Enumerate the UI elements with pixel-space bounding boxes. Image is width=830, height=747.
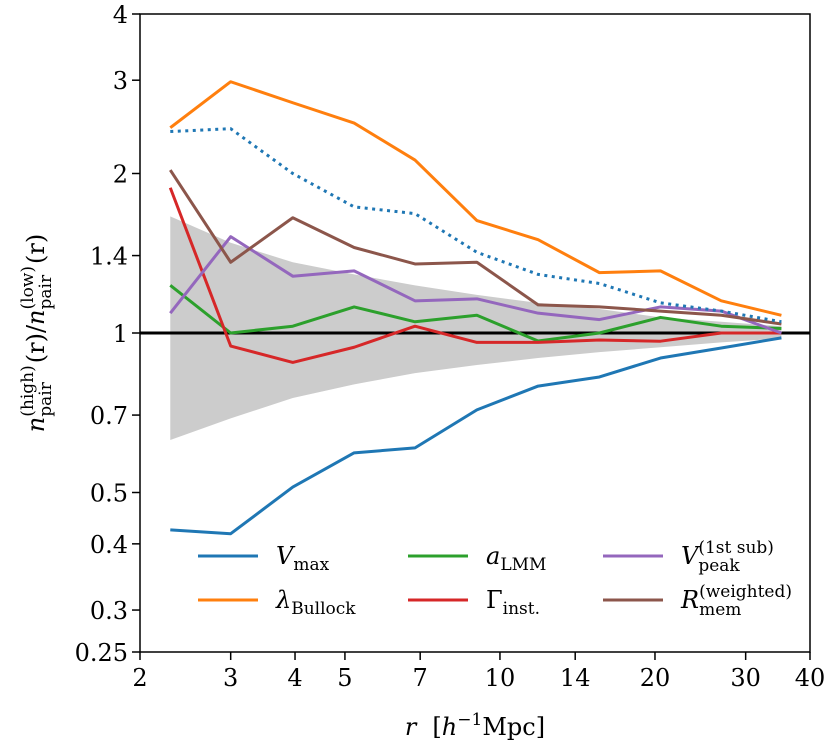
legend-entry: a LMM [486, 542, 546, 575]
y-tick-label: 0.3 [90, 597, 128, 625]
legend-label-part: Γ [486, 586, 503, 614]
x-label-part: h [442, 713, 457, 741]
y-tick-label: 0.25 [75, 639, 128, 667]
legend-label-sub: peak [698, 556, 740, 576]
legend-label-part: a [486, 542, 500, 570]
y-label-part: (r) [22, 234, 50, 264]
y-tick-label: 1 [113, 320, 128, 348]
legend-label-part: LMM [500, 555, 546, 575]
y-label-part: (r)/ [22, 324, 50, 363]
y-tick-label: 0.4 [90, 531, 128, 559]
y-axis-label: n(high)pair(r)/n(low)pair(r) [18, 234, 56, 432]
x-tick-label: 2 [132, 664, 147, 692]
x-label-part: r [405, 713, 418, 741]
legend-label-sub: mem [699, 600, 741, 620]
series-line [170, 336, 782, 536]
x-axis-label: r [h −1 Mpc] [405, 710, 545, 741]
x-label-part: [ [432, 713, 441, 741]
y-label-part: n [22, 417, 50, 432]
x-tick-label: 20 [640, 664, 671, 692]
y-tick-label: 4 [113, 1, 128, 29]
legend-label-part: max [293, 555, 329, 575]
legend-label-part: λ [275, 586, 291, 614]
legend-label-part: R [680, 586, 699, 614]
legend-label-part: V [681, 542, 701, 570]
series-line [169, 80, 782, 317]
legend-entry: λ Bullock [275, 586, 356, 619]
y-label-sup: (low) [18, 266, 38, 310]
x-tick-label: 14 [560, 664, 591, 692]
legend-label-part: Bullock [291, 599, 356, 619]
x-label-part: −1 [457, 710, 482, 730]
series-line [169, 284, 782, 343]
y-label-part: n [22, 309, 50, 324]
x-tick-label: 10 [485, 664, 516, 692]
x-tick-label: 7 [413, 664, 428, 692]
legend-label-sup: (1st sub) [698, 538, 774, 558]
y-label-sup: (high) [18, 365, 38, 416]
series-line [169, 235, 782, 335]
x-tick-label: 30 [730, 664, 761, 692]
y-tick-label: 1.4 [90, 243, 128, 271]
x-tick-label: 4 [287, 664, 302, 692]
y-tick-label: 0.5 [90, 480, 128, 508]
legend-label-part: V [276, 542, 296, 570]
legend-label-sup: (weighted) [699, 582, 792, 602]
y-label-sub: pair [36, 381, 56, 416]
x-tick-label: 5 [337, 664, 352, 692]
x-label-part: Mpc] [482, 713, 545, 741]
series-line [168, 187, 782, 364]
y-tick-label: 3 [113, 67, 128, 95]
x-tick-label: 40 [795, 664, 826, 692]
y-label-sub: pair [36, 274, 56, 309]
y-tick-label: 0.7 [90, 402, 128, 430]
x-tick-label: 3 [223, 664, 238, 692]
legend-label-part: inst. [503, 599, 540, 619]
y-tick-label: 2 [113, 161, 128, 189]
series-line [169, 169, 782, 326]
legend-entry: R (weighted)mem [680, 582, 792, 620]
legend-entry: V (1st sub)peak [681, 538, 774, 576]
